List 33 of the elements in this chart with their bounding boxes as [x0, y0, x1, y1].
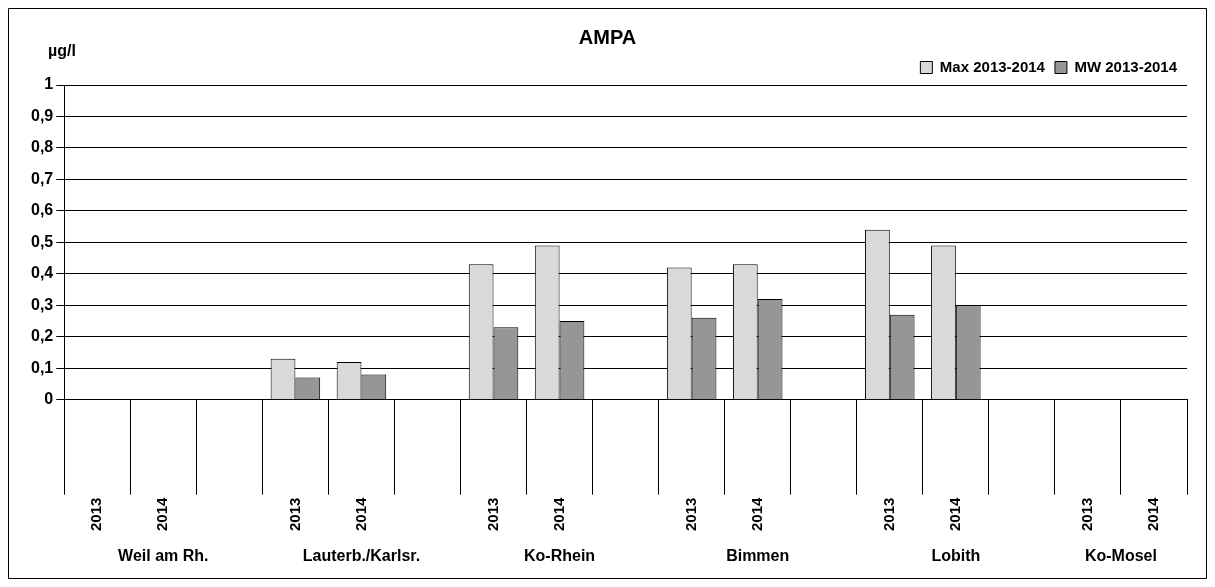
y-tick-label: 0,4 — [30, 264, 54, 282]
y-tick-label: 0,3 — [30, 295, 54, 313]
y-tick-label: 0,9 — [30, 106, 54, 124]
x-tick-label: 2014 — [351, 496, 369, 532]
chart-title: AMPA — [578, 25, 637, 48]
y-tick-label: 0,1 — [30, 358, 54, 376]
x-tick-label: 2014 — [747, 496, 765, 532]
y-axis-title: µg/l — [48, 42, 76, 60]
x-tick-label: 2013 — [681, 497, 699, 532]
x-tick-label: 2013 — [87, 497, 105, 532]
text: Ko-Rhein — [524, 547, 596, 565]
legend-label: Max 2013-2014 — [939, 57, 1046, 75]
x-tick-label: 2013 — [1078, 497, 1096, 532]
x-tick-label: 2014 — [549, 496, 567, 532]
y-tick-label: 0 — [44, 390, 54, 408]
y-tick-label: 0,8 — [30, 138, 54, 156]
legend-label: MW 2013-2014 — [1074, 57, 1178, 75]
text: Bimmen — [726, 547, 790, 565]
y-tick-label: 1 — [44, 75, 54, 93]
x-tick-label: 2013 — [285, 497, 303, 532]
y-tick-label: 0,6 — [30, 201, 54, 219]
y-tick-label: 0,5 — [30, 232, 54, 250]
text: Lobith — [931, 547, 981, 565]
x-tick-label: 2014 — [1144, 496, 1162, 532]
x-tick-label: 2014 — [153, 496, 171, 532]
x-tick-label: 2013 — [483, 497, 501, 532]
y-tick-label: 0,2 — [30, 327, 54, 345]
x-tick-label: 2014 — [945, 496, 963, 532]
y-tick-label: 0,7 — [30, 169, 54, 187]
text: Lauterb./Karlsr. — [302, 547, 421, 565]
text: Weil am Rh. — [118, 547, 209, 565]
x-tick-label: 2013 — [879, 497, 897, 532]
text: Ko-Mosel — [1084, 547, 1157, 565]
